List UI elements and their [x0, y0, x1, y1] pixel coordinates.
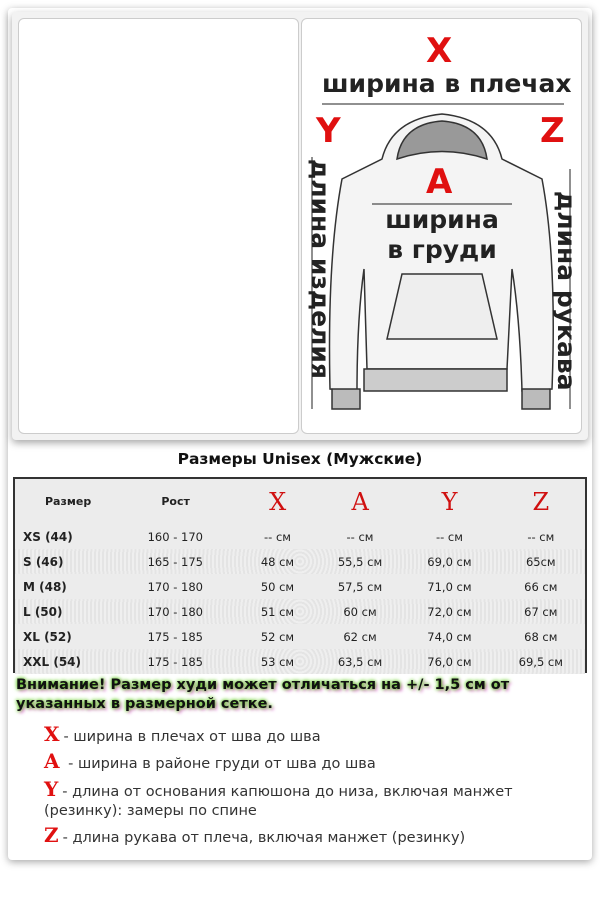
table-header: Размер Рост X A Y Z — [15, 479, 585, 524]
table-cell: -- см — [435, 529, 463, 544]
legend-item-y: Y- длина от основания капюшона до низа, … — [44, 777, 513, 801]
length-label: длина изделия — [306, 159, 335, 379]
legend-letter: Z — [44, 823, 59, 847]
table-cell: 62 см — [343, 629, 377, 644]
a-label-line-2: в груди — [387, 235, 497, 264]
legend-text: - ширина в плечах от шва до шва — [63, 729, 321, 745]
table-cell: 53 см — [260, 654, 295, 669]
header-a: A — [351, 487, 369, 516]
table-cell: -- см — [263, 529, 291, 544]
table-cell: 52 см — [260, 629, 295, 644]
table-row: S (46) 165 - 175 48 см 55,5 см 69,0 см 65см — [15, 549, 585, 574]
table-cell: 69,5 см — [518, 654, 563, 669]
header-z: Z — [532, 487, 550, 516]
table-cell: 48 см — [260, 554, 295, 569]
legend-letter: A — [44, 749, 60, 773]
table-cell: 55,5 см — [337, 554, 383, 569]
table-cell: 66 см — [524, 579, 558, 594]
legend-text: - длина от основания капюшона до низа, в… — [62, 784, 513, 800]
table-cell: 51 см — [260, 604, 295, 619]
table-cell: 50 см — [260, 579, 295, 594]
legend-item-a: A - ширина в районе груди от шва до шва — [44, 749, 376, 773]
table-cell: XXL (54) — [23, 654, 81, 669]
table-cell: 165 - 175 — [147, 554, 203, 569]
legend-text: - ширина в районе груди от шва до шва — [63, 756, 376, 772]
product-photo-placeholder — [18, 18, 299, 434]
table-cell: -- см — [527, 529, 555, 544]
table-cell: 57,5 см — [337, 579, 383, 594]
table-cell: 175 - 185 — [147, 629, 203, 644]
a-label-line-1: ширина — [385, 205, 499, 234]
sleeve-label: длина рукава — [552, 191, 581, 391]
header-y: Y — [441, 487, 458, 516]
chart-title: Размеры Unisex (Мужские) — [177, 450, 423, 468]
x-label: ширина в плечах — [322, 69, 572, 98]
table-cell: 71,0 см — [427, 579, 472, 594]
table-cell: 65см — [525, 554, 556, 569]
a-label: ширина в груди — [372, 205, 512, 265]
table-cell: 72,0 см — [427, 604, 472, 619]
table-cell: 63,5 см — [337, 654, 383, 669]
legend-item-y-cont: (резинку): замеры по спине — [44, 803, 257, 819]
table-row: XXL (54) 175 - 185 53 см 63,5 см 76,0 см 69,5… — [15, 649, 585, 674]
table-cell: S (46) — [23, 554, 64, 569]
legend-item-z: Z- длина рукава от плеча, включая манжет… — [44, 823, 465, 847]
table-cell: 76,0 см — [427, 654, 472, 669]
header-size: Размер — [45, 495, 92, 508]
table-row: XL (52) 175 - 185 52 см 62 см 74,0 см 68 см — [15, 624, 585, 649]
x-letter: X — [426, 31, 453, 71]
table-cell: 60 см — [343, 604, 377, 619]
table-cell: 67 см — [524, 604, 558, 619]
table-cell: 160 - 170 — [147, 529, 203, 544]
product-image-area: X ширина в плечах Y Z A ширина в груди д… — [12, 12, 588, 440]
table-cell: 170 - 180 — [147, 604, 203, 619]
table-cell: XL (52) — [23, 629, 72, 644]
y-letter: Y — [316, 111, 341, 151]
size-table: Размер Рост X A Y Z XS (44) 160 - 170 -- с… — [13, 477, 587, 674]
table-row: M (48) 170 - 180 50 см 57,5 см 71,0 см 66 см — [15, 574, 585, 599]
table-cell: M (48) — [23, 579, 67, 594]
a-letter: A — [426, 162, 453, 202]
table-cell: L (50) — [23, 604, 63, 619]
table-cell: -- см — [346, 529, 374, 544]
table-cell: 69,0 см — [427, 554, 472, 569]
legend-item-x: X- ширина в плечах от шва до шва — [44, 722, 321, 746]
table-cell: XS (44) — [23, 529, 73, 544]
z-letter: Z — [540, 111, 565, 151]
header-height: Рост — [161, 495, 190, 508]
table-cell: 68 см — [524, 629, 558, 644]
table-cell: 175 - 185 — [147, 654, 203, 669]
measurement-diagram: X ширина в плечах Y Z A ширина в груди д… — [301, 18, 582, 434]
header-x: X — [269, 487, 287, 516]
hoodie-sketch — [311, 103, 571, 410]
legend-letter: X — [44, 722, 60, 746]
legend-text: - длина рукава от плеча, включая манжет … — [62, 830, 466, 846]
table-cell: 74,0 см — [427, 629, 472, 644]
warning-note: Внимание! Размер худи может отличаться н… — [16, 677, 510, 712]
legend-letter: Y — [44, 777, 59, 801]
table-row: L (50) 170 - 180 51 см 60 см 72,0 см 67 см — [15, 599, 585, 624]
table-cell: 170 - 180 — [147, 579, 203, 594]
table-row: XS (44) 160 - 170 -- см -- см -- см -- см — [15, 524, 585, 549]
